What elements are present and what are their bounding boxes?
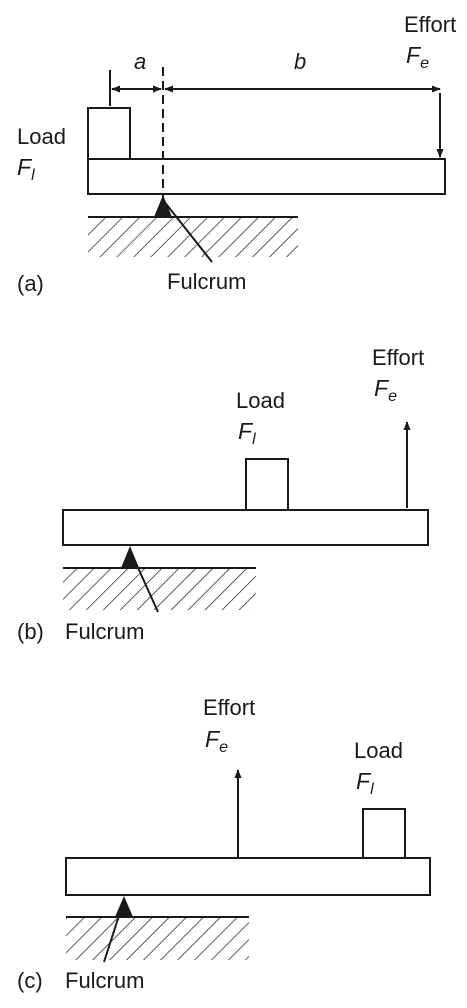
effort-label: Effort (372, 345, 424, 370)
load-symbol: Fl (356, 768, 374, 798)
panel-a: a b Effort Fe Load Fl (a) Fulcrum (17, 12, 456, 296)
effort-label: Effort (404, 12, 456, 37)
panel-c: Effort Fe Load Fl (c) Fulcrum (17, 695, 431, 993)
panel-c-tag: (c) (17, 968, 43, 993)
lever-beam (62, 509, 429, 546)
dim-a-label: a (134, 49, 146, 74)
load-symbol: Fl (17, 154, 35, 184)
ground-hatch (66, 917, 249, 960)
panel-b: Effort Fe Load Fl (b) Fulcrum (17, 345, 429, 644)
effort-symbol: Fe (374, 375, 397, 405)
effort-symbol: Fe (205, 726, 228, 756)
fulcrum-triangle (154, 195, 172, 217)
lever-beam (87, 158, 446, 195)
load-label: Load (17, 124, 66, 149)
fulcrum-label: Fulcrum (65, 619, 144, 644)
dim-b-label: b (294, 49, 306, 74)
fulcrum-label: Fulcrum (167, 269, 246, 294)
effort-symbol: Fe (406, 42, 429, 72)
load-block (245, 458, 289, 511)
load-block (87, 107, 131, 160)
panel-a-tag: (a) (17, 271, 44, 296)
ground-hatch (63, 568, 256, 610)
fulcrum-pointer (103, 899, 125, 963)
fulcrum-triangle (121, 546, 139, 568)
load-label: Load (354, 738, 403, 763)
fulcrum-triangle (115, 896, 133, 917)
panel-b-tag: (b) (17, 619, 44, 644)
fulcrum-label: Fulcrum (65, 968, 144, 993)
fulcrum-pointer (129, 549, 159, 613)
lever-beam (65, 857, 431, 896)
load-block (362, 808, 406, 859)
load-symbol: Fl (238, 418, 256, 448)
load-label: Load (236, 388, 285, 413)
effort-label: Effort (203, 695, 255, 720)
fulcrum-pointer (162, 199, 213, 263)
